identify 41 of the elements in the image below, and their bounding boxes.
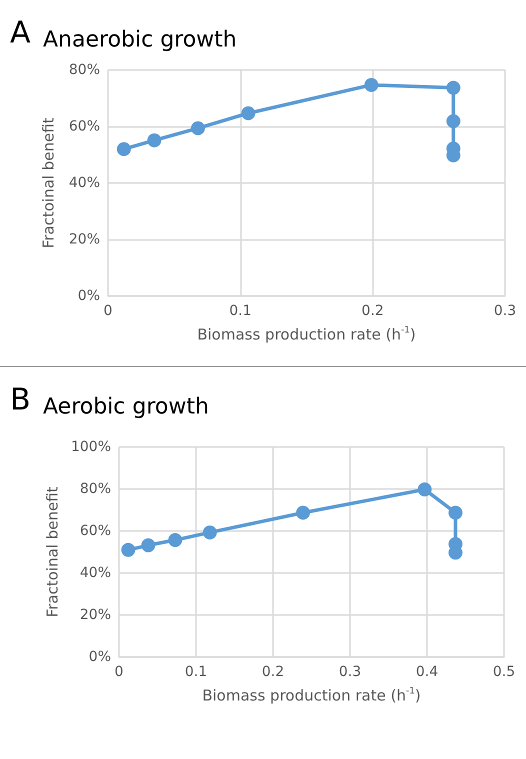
point (121, 542, 136, 557)
x-tick-label: 0.5 (492, 664, 516, 680)
y-tick-label: 20% (80, 607, 111, 623)
point (168, 533, 182, 548)
x-tick-label: 0.3 (338, 664, 362, 680)
y-tick-label: 0% (78, 288, 100, 304)
y-tick-label: 80% (80, 481, 111, 497)
point (147, 133, 162, 148)
x-tick-label: 0 (104, 303, 112, 319)
y-tick-label: 80% (68, 62, 100, 78)
y-axis-title: Fractoinal benefit (40, 117, 58, 248)
point (116, 142, 131, 156)
x-tick-label: 0.1 (229, 303, 252, 319)
y-tick-label: 0% (88, 649, 111, 665)
point (141, 538, 156, 552)
y-tick-label: 60% (80, 523, 111, 539)
point (448, 506, 462, 520)
point (202, 525, 217, 540)
chart-title: Anaerobic growth (43, 28, 237, 52)
x-tick-label: 0.4 (416, 664, 438, 680)
x-tick-label: 0.2 (362, 303, 384, 319)
point (364, 78, 378, 92)
point (446, 80, 460, 95)
y-tick-label: 60% (68, 118, 100, 134)
x-tick-label: 0.3 (494, 303, 516, 319)
x-tick-label: 0 (114, 664, 124, 680)
y-tick-label: 40% (80, 565, 111, 581)
x-tick-label: 0.2 (262, 664, 284, 680)
y-tick-label: 40% (68, 175, 100, 191)
y-axis-title: Fractoinal benefit (44, 486, 62, 618)
chart-title: Aerobic growth (43, 394, 209, 420)
text: B (10, 382, 31, 418)
point (418, 482, 432, 496)
point (296, 506, 310, 520)
x-tick-label: 0.1 (184, 664, 208, 680)
point (241, 106, 256, 120)
y-tick-label: 100% (70, 439, 111, 455)
point (446, 114, 460, 128)
text: A (10, 16, 31, 50)
y-tick-label: 20% (68, 232, 100, 248)
point (191, 121, 205, 136)
